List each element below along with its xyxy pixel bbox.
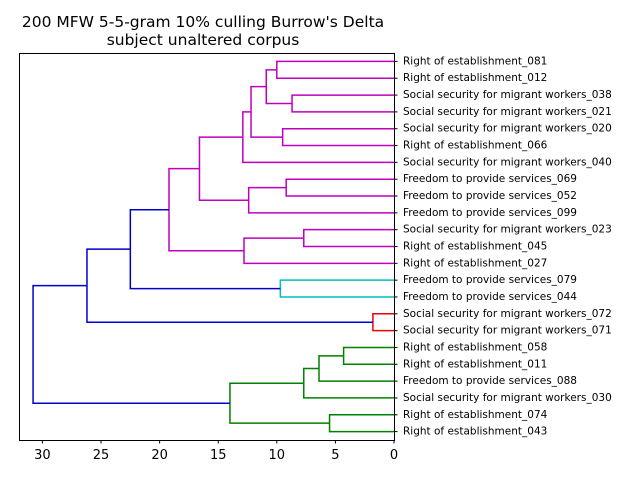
dendrogram-link	[276, 60, 394, 79]
dendrogram-link	[229, 382, 330, 424]
leaf-label: Social security for migrant workers_021	[403, 106, 612, 118]
dendrogram-link	[318, 355, 394, 382]
dendrogram-link	[247, 186, 394, 214]
dendrogram-link	[291, 94, 394, 113]
leaf-label: Social security for migrant workers_040	[403, 156, 612, 168]
dendrogram-link	[285, 178, 394, 197]
dendrogram-links	[32, 60, 394, 433]
leaf-label: Right of establishment_027	[403, 257, 547, 269]
dendrogram-link	[372, 313, 394, 332]
dendrogram-link	[32, 284, 230, 404]
dendrogram-link	[303, 228, 394, 248]
leaf-label: Social security for migrant workers_038	[403, 89, 612, 101]
dendrogram-link	[168, 167, 244, 252]
leaf-labels: Right of establishment_081 Right of estab…	[394, 55, 612, 438]
leaf-label: Right of establishment_081	[403, 55, 547, 67]
chart-title: 200 MFW 5-5-gram 10% culling Burrow's De…	[22, 13, 384, 31]
dendrogram-link	[303, 367, 394, 399]
dendrogram-link	[129, 208, 281, 290]
leaf-label: Social security for migrant workers_030	[403, 392, 612, 404]
leaf-label: Social security for migrant workers_071	[403, 325, 612, 337]
leaf-label: Right of establishment_058	[403, 341, 547, 353]
leaf-label: Freedom to provide services_079	[403, 274, 577, 286]
leaf-label: Social security for migrant workers_072	[403, 308, 612, 320]
x-tick-label: 5	[331, 448, 339, 463]
dendrogram-link	[265, 69, 293, 105]
leaf-label: Right of establishment_012	[403, 72, 547, 84]
x-tick-label: 15	[210, 448, 227, 463]
leaf-label: Freedom to provide services_052	[403, 190, 577, 202]
leaf-label: Freedom to provide services_099	[403, 207, 577, 219]
dendrogram-link	[86, 248, 373, 323]
leaf-label: Freedom to provide services_069	[403, 173, 577, 185]
dendrogram-link	[279, 279, 394, 298]
leaf-label: Freedom to provide services_044	[403, 291, 577, 303]
chart-subtitle: subject unaltered corpus	[107, 31, 300, 49]
leaf-label: Right of establishment_074	[403, 409, 548, 421]
dendrogram-link	[243, 237, 394, 265]
x-axis: 30 25 20 15 10 5 0	[34, 440, 398, 463]
x-tick-label: 30	[34, 448, 51, 463]
leaf-label: Social security for migrant workers_020	[403, 123, 612, 135]
dendrogram-link	[281, 127, 394, 147]
x-tick-label: 25	[93, 448, 110, 463]
dendrogram-link	[342, 346, 394, 366]
leaf-label: Right of establishment_043	[403, 426, 547, 438]
dendrogram-link	[198, 136, 249, 201]
x-tick-label: 0	[390, 448, 398, 463]
leaf-label: Freedom to provide services_088	[403, 375, 577, 387]
leaf-label: Right of establishment_011	[403, 358, 547, 370]
leaf-label: Right of establishment_045	[403, 241, 547, 253]
x-tick-label: 10	[269, 448, 286, 463]
leaf-label: Right of establishment_066	[403, 140, 548, 152]
leaf-label: Social security for migrant workers_023	[403, 224, 612, 236]
dendrogram-link	[328, 414, 394, 433]
x-tick-label: 20	[151, 448, 168, 463]
